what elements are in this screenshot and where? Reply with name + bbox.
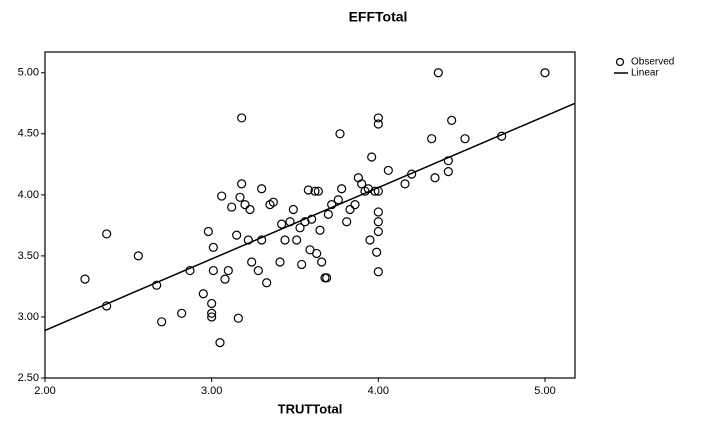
data-point bbox=[208, 242, 218, 252]
data-point bbox=[280, 235, 290, 245]
data-point bbox=[310, 186, 320, 196]
data-point bbox=[240, 200, 250, 210]
data-point bbox=[357, 179, 367, 189]
data-point bbox=[233, 313, 243, 323]
data-point bbox=[540, 68, 550, 78]
y-tick-label: 2.50 bbox=[18, 372, 39, 384]
y-tick-label: 3.50 bbox=[18, 250, 39, 262]
data-point bbox=[372, 247, 382, 257]
data-point bbox=[353, 173, 363, 183]
data-point bbox=[227, 202, 237, 212]
data-point bbox=[203, 226, 213, 237]
data-point bbox=[217, 191, 227, 201]
data-point bbox=[373, 207, 383, 217]
fit-line bbox=[44, 102, 576, 332]
chart-title: EFFTotal bbox=[349, 9, 408, 25]
data-point bbox=[237, 113, 247, 123]
data-point bbox=[322, 273, 332, 283]
data-point bbox=[312, 248, 322, 259]
data-point bbox=[383, 165, 393, 176]
x-tick-label: 3.00 bbox=[201, 385, 222, 397]
data-point bbox=[292, 235, 302, 245]
data-point bbox=[288, 204, 298, 215]
data-point bbox=[427, 134, 437, 144]
data-point bbox=[235, 192, 245, 202]
data-point bbox=[430, 173, 440, 183]
data-point bbox=[220, 274, 230, 284]
legend-label: Observed bbox=[631, 57, 674, 68]
data-point bbox=[327, 200, 337, 210]
data-point bbox=[152, 280, 162, 290]
plot-area bbox=[44, 51, 576, 379]
y-tick-label: 4.00 bbox=[18, 189, 39, 201]
x-axis-label: TRUTTotal bbox=[278, 401, 343, 416]
data-point bbox=[207, 298, 217, 309]
data-point bbox=[207, 312, 217, 322]
data-point bbox=[257, 184, 267, 194]
data-point bbox=[295, 223, 305, 233]
data-point bbox=[303, 185, 313, 195]
data-point bbox=[433, 68, 443, 78]
data-point bbox=[333, 195, 343, 205]
data-point bbox=[345, 204, 355, 215]
data-point bbox=[133, 251, 143, 261]
data-point bbox=[157, 317, 167, 327]
data-point bbox=[313, 186, 323, 196]
data-point bbox=[373, 267, 383, 277]
data-point bbox=[373, 226, 383, 237]
legend-swatch bbox=[615, 57, 625, 67]
legend-label: Linear bbox=[631, 68, 659, 79]
x-tick-label: 2.00 bbox=[34, 385, 55, 397]
data-point bbox=[232, 230, 242, 240]
y-tick-label: 4.50 bbox=[18, 128, 39, 140]
data-point bbox=[460, 134, 470, 144]
data-point bbox=[237, 179, 247, 189]
data-point bbox=[365, 235, 375, 245]
data-point bbox=[447, 115, 457, 125]
data-point bbox=[323, 209, 333, 219]
data-point bbox=[223, 265, 233, 276]
data-point bbox=[337, 184, 347, 194]
data-point bbox=[315, 225, 325, 235]
data-point bbox=[262, 278, 272, 288]
y-tick-label: 5.00 bbox=[18, 67, 39, 79]
data-point bbox=[443, 167, 453, 177]
data-point bbox=[268, 197, 278, 207]
data-point bbox=[297, 259, 307, 270]
data-point bbox=[400, 179, 410, 189]
data-point bbox=[253, 265, 263, 276]
data-point bbox=[373, 119, 383, 129]
data-point bbox=[177, 308, 187, 318]
data-point bbox=[350, 200, 360, 210]
x-tick-label: 5.00 bbox=[534, 385, 555, 397]
data-point bbox=[317, 257, 327, 267]
y-tick-label: 3.00 bbox=[18, 311, 39, 323]
data-point bbox=[367, 152, 377, 162]
data-point bbox=[245, 204, 255, 215]
x-tick-label: 4.00 bbox=[368, 385, 389, 397]
data-point bbox=[407, 169, 417, 179]
data-point bbox=[207, 308, 217, 318]
data-point bbox=[80, 274, 90, 284]
data-point bbox=[373, 113, 383, 123]
data-point bbox=[307, 214, 317, 224]
data-point bbox=[208, 265, 218, 276]
data-point bbox=[215, 337, 225, 348]
data-point bbox=[373, 217, 383, 227]
data-point bbox=[247, 257, 257, 267]
data-point bbox=[335, 129, 345, 139]
data-point bbox=[342, 217, 352, 227]
data-point bbox=[443, 156, 453, 166]
data-point bbox=[102, 229, 112, 239]
data-point bbox=[198, 289, 208, 299]
data-point bbox=[275, 257, 285, 267]
